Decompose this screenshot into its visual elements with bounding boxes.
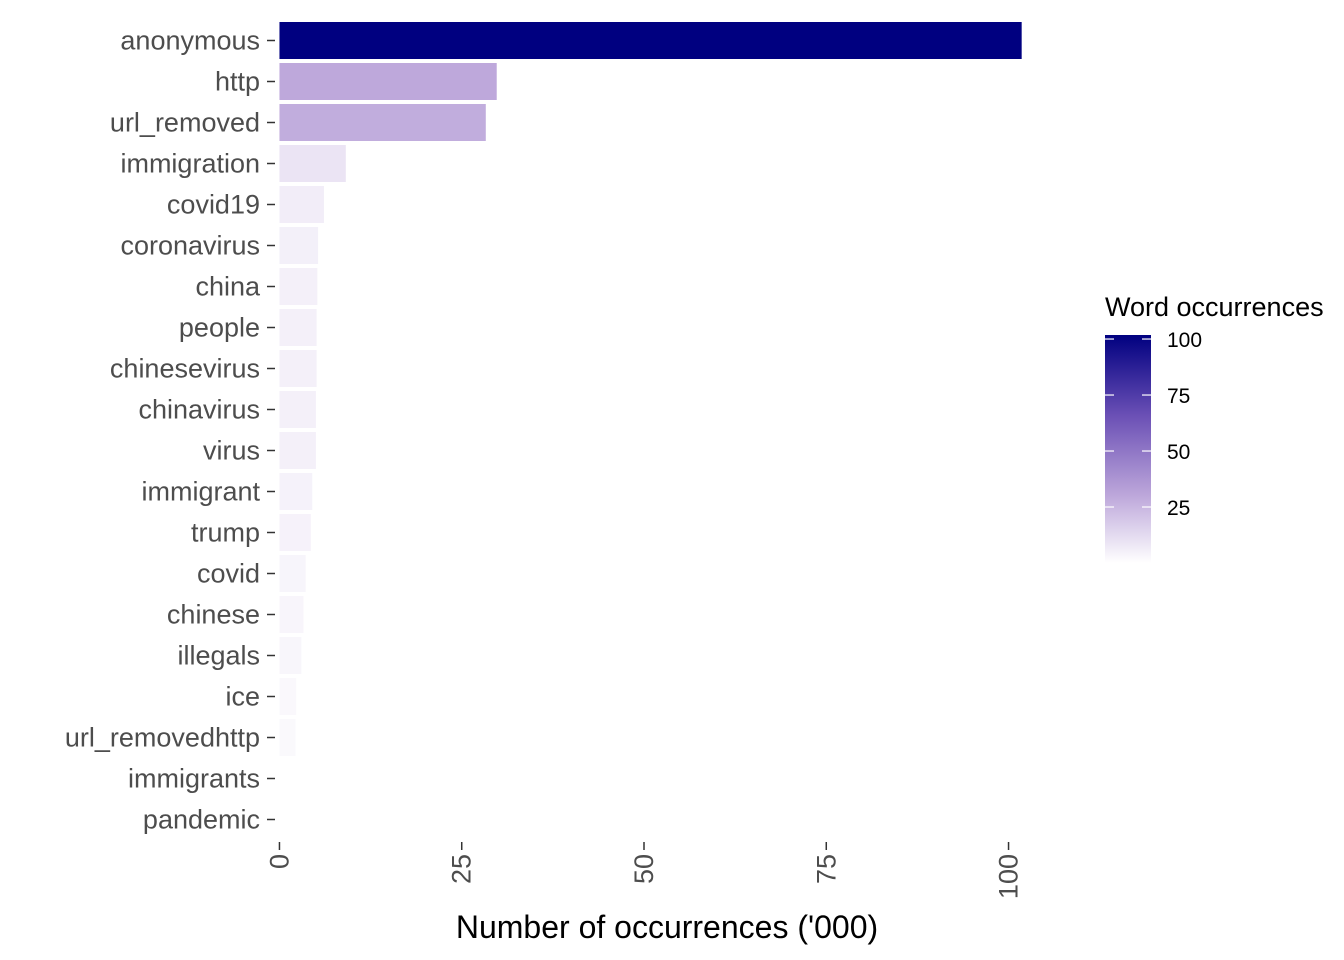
- x-tick-label: 50: [629, 854, 659, 884]
- bar-chinavirus: [279, 391, 316, 428]
- y-tick-label: covid: [197, 559, 260, 589]
- y-tick-label: china: [195, 272, 261, 302]
- y-tick-label: chinesevirus: [110, 354, 260, 384]
- y-tick-label: chinavirus: [138, 395, 260, 425]
- legend-colorbar: [1105, 335, 1151, 563]
- bar-chinese: [279, 596, 304, 633]
- legend-title: Word occurrences: [1105, 292, 1324, 322]
- y-tick-label: http: [215, 67, 260, 97]
- y-tick-label: immigrants: [128, 764, 260, 794]
- bars-group: [279, 22, 1022, 756]
- y-tick-label: ice: [225, 682, 260, 712]
- y-tick-label: chinese: [167, 600, 260, 630]
- bar-url_removedhttp: [279, 719, 296, 756]
- bar-anonymous: [279, 22, 1022, 59]
- y-tick-label: people: [179, 313, 260, 343]
- y-tick-label: immigrant: [141, 477, 260, 507]
- y-tick-label: trump: [191, 518, 260, 548]
- y-tick-label: coronavirus: [120, 231, 260, 261]
- x-tick-label: 100: [994, 854, 1024, 899]
- x-axis-title: Number of occurrences ('000): [456, 909, 878, 945]
- y-tick-label: pandemic: [143, 805, 260, 835]
- bar-url_removed: [279, 104, 486, 141]
- legend-tick-label: 25: [1167, 497, 1190, 520]
- bar-china: [279, 268, 318, 305]
- x-tick-label: 0: [264, 854, 294, 869]
- legend-ticks: 100 75 50 25: [1105, 329, 1202, 520]
- bar-people: [279, 309, 317, 346]
- bar-covid: [279, 555, 306, 592]
- bar-virus: [279, 432, 316, 469]
- bar-http: [279, 63, 497, 100]
- bar-covid19: [279, 186, 324, 223]
- bar-coronavirus: [279, 227, 319, 264]
- y-tick-label: virus: [203, 436, 260, 466]
- y-tick-label: anonymous: [120, 26, 260, 56]
- bar-immigration: [279, 145, 346, 182]
- x-tick-label: 75: [811, 854, 841, 884]
- y-axis: anonymous http url_removed immigration covid…: [65, 26, 275, 835]
- bar-chinesevirus: [279, 350, 317, 387]
- y-tick-label: immigration: [120, 149, 260, 179]
- legend-tick-label: 100: [1167, 329, 1202, 352]
- y-tick-label: covid19: [167, 190, 260, 220]
- bar-illegals: [279, 637, 302, 674]
- legend-tick-label: 50: [1167, 441, 1190, 464]
- x-tick-label: 25: [447, 854, 477, 884]
- bar-ice: [279, 678, 297, 715]
- legend-tick-label: 75: [1167, 385, 1190, 408]
- y-tick-label: url_removed: [110, 108, 260, 138]
- y-tick-label: illegals: [177, 641, 260, 671]
- bar-trump: [279, 514, 311, 551]
- bar-immigrant: [279, 473, 313, 510]
- legend: Word occurrences 100 75 50 25: [1105, 292, 1324, 563]
- x-axis: 0 25 50 75 100: [264, 842, 1024, 899]
- y-tick-label: url_removedhttp: [65, 723, 260, 753]
